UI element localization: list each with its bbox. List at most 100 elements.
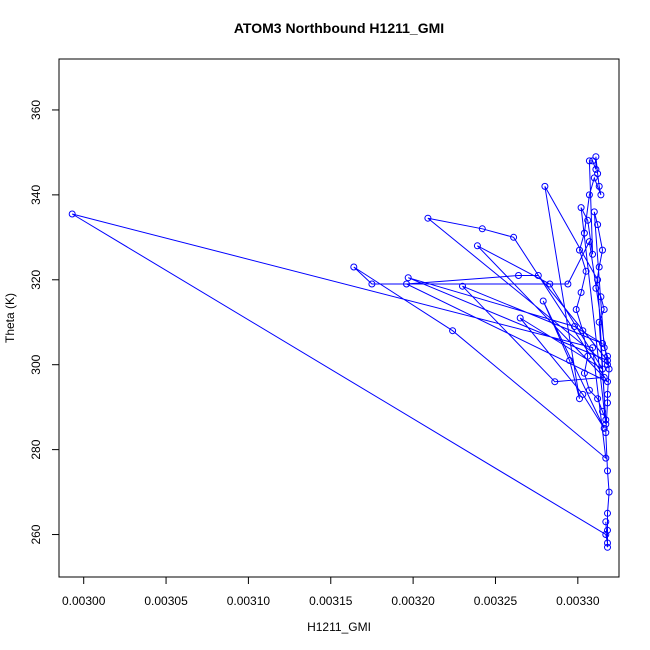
x-tick-label: 0.00320: [391, 594, 435, 608]
data-point: [602, 454, 610, 462]
data-point: [368, 280, 376, 288]
y-tick-label: 340: [29, 185, 43, 205]
data-point: [604, 543, 611, 551]
data-point: [604, 467, 611, 475]
data-point: [592, 165, 600, 173]
series-lines: [71, 156, 610, 548]
data-point: [592, 153, 600, 161]
x-axis: 0.00300 0.00305 0.00310 0.00315 0.00320 0.003…: [62, 576, 600, 608]
y-tick-label: 360: [29, 100, 43, 120]
data-point: [571, 323, 578, 330]
x-axis-label: H1211_GMI: [307, 620, 371, 634]
y-tick-label: 260: [29, 524, 43, 544]
x-tick-label: 0.00300: [62, 594, 106, 608]
data-point: [597, 293, 605, 301]
data-point: [599, 246, 606, 254]
data-point: [404, 274, 412, 282]
data-point: [604, 399, 611, 407]
data-point: [602, 518, 610, 526]
data-point: [594, 395, 602, 403]
x-tick-label: 0.00315: [309, 594, 353, 608]
data-point: [516, 314, 524, 322]
data-point: [350, 263, 358, 271]
data-point: [602, 416, 610, 424]
y-tick-label: 280: [29, 439, 43, 459]
data-point: [589, 250, 597, 258]
data-point: [604, 509, 611, 517]
data-point: [582, 267, 590, 275]
data-point: [579, 390, 587, 398]
data-point: [473, 242, 481, 250]
x-tick-label: 0.00325: [474, 594, 518, 608]
data-point: [579, 327, 587, 335]
data-point: [600, 306, 608, 313]
data-point: [585, 157, 593, 165]
x-tick-label: 0.00305: [144, 594, 188, 608]
data-point: [577, 204, 585, 212]
data-point: [546, 280, 554, 288]
data-point: [589, 157, 597, 165]
y-axis: 260 280 300 320 340 360: [29, 100, 60, 545]
data-point: [595, 263, 603, 271]
data-point: [599, 365, 606, 373]
data-point: [541, 182, 549, 190]
data-point: [449, 327, 457, 335]
y-axis-label: Theta (K): [3, 293, 17, 343]
data-point: [585, 191, 593, 199]
data-point: [585, 238, 593, 246]
data-point: [564, 280, 572, 288]
data-point: [572, 306, 580, 313]
series-points: [68, 153, 613, 551]
data-point: [577, 289, 585, 296]
data-point: [594, 221, 602, 229]
data-point: [604, 539, 611, 547]
data-point: [576, 246, 583, 254]
data-point: [584, 352, 592, 360]
data-point: [590, 174, 598, 182]
data-point: [600, 344, 608, 352]
data-point: [604, 390, 611, 398]
data-point: [602, 429, 610, 437]
data-point: [68, 210, 76, 218]
data-point: [403, 280, 410, 288]
y-tick-label: 300: [29, 354, 43, 374]
data-point: [510, 233, 518, 241]
data-point: [594, 170, 602, 178]
data-point: [604, 352, 611, 360]
data-point: [604, 361, 611, 369]
data-point: [604, 378, 611, 386]
data-point: [566, 357, 574, 364]
data-point: [424, 214, 432, 222]
data-point: [599, 340, 606, 347]
data-point: [576, 395, 583, 403]
data-point: [592, 284, 600, 292]
data-point: [580, 229, 588, 237]
series-line: [71, 156, 610, 548]
x-tick-label: 0.00330: [556, 594, 600, 608]
data-point: [595, 182, 603, 190]
data-point: [605, 488, 613, 496]
data-point: [595, 318, 603, 326]
data-point: [584, 216, 592, 224]
data-point: [600, 373, 608, 381]
data-point: [602, 531, 610, 538]
data-point: [580, 369, 588, 377]
data-point: [604, 526, 611, 534]
data-point: [597, 191, 605, 199]
data-point: [600, 424, 608, 432]
data-point: [515, 272, 522, 279]
data-point: [539, 297, 547, 305]
y-tick-label: 320: [29, 269, 43, 289]
chart-title: ATOM3 Northbound H1211_GMI: [234, 20, 444, 36]
data-point: [589, 344, 597, 352]
data-point: [534, 272, 542, 279]
data-point: [551, 378, 559, 386]
x-tick-label: 0.00310: [227, 594, 271, 608]
data-point: [602, 420, 610, 428]
data-point: [478, 225, 486, 233]
data-point: [590, 208, 598, 216]
data-point: [594, 276, 602, 284]
data-point: [604, 357, 611, 364]
data-point: [459, 282, 466, 290]
